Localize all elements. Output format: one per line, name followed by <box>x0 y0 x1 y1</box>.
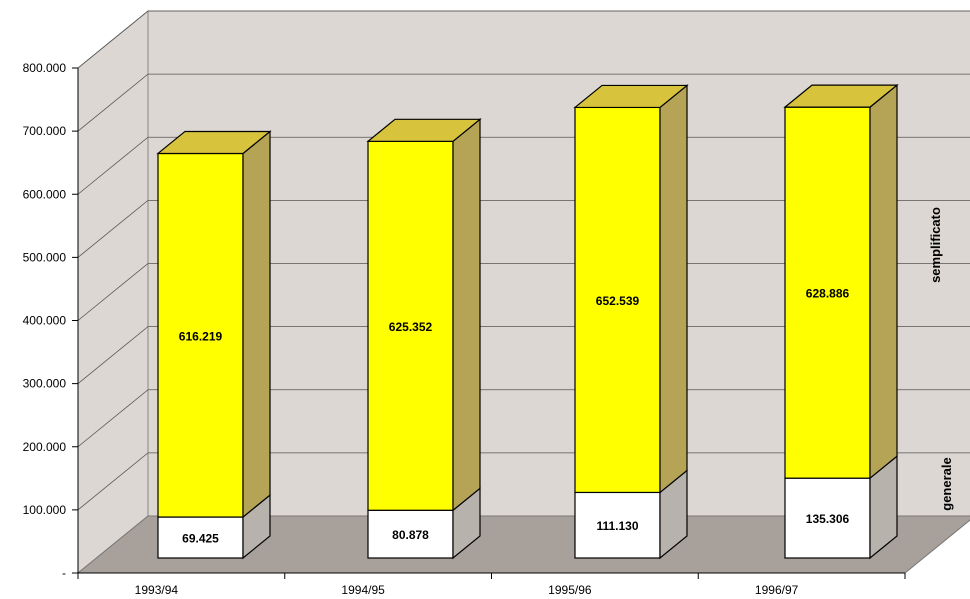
data-label-semplificato: 652.539 <box>596 294 640 308</box>
bar-side-semplificato <box>659 84 688 494</box>
gridline <box>77 136 970 195</box>
bar-1994/95: 80.878 625.352 <box>366 118 482 560</box>
series-label-semplificato: semplificato <box>928 207 943 283</box>
data-label-generale: 80.878 <box>392 528 429 542</box>
y-tick-label: 100.000 <box>23 503 67 517</box>
gridlines <box>77 10 970 511</box>
x-tick-label: 1995/96 <box>548 583 592 597</box>
bar-1993/94: 69.425 616.219 <box>156 130 272 560</box>
y-tick-label: - <box>62 566 66 580</box>
gridline <box>77 10 970 69</box>
bar-top <box>573 84 689 109</box>
bar-segment-generale <box>367 509 454 559</box>
data-label-generale: 135.306 <box>806 512 850 526</box>
bar-top <box>366 118 482 142</box>
bar-top <box>783 84 899 108</box>
bar-segment-semplificato <box>574 106 661 494</box>
y-tick-label: 200.000 <box>23 440 67 454</box>
y-tick-label: 700.000 <box>23 124 67 138</box>
y-tick-label: 300.000 <box>23 377 67 391</box>
data-label-semplificato: 625.352 <box>389 320 433 334</box>
bar-side-semplificato <box>242 130 271 519</box>
x-tick-label: 1994/95 <box>341 583 385 597</box>
data-label-generale: 111.130 <box>596 519 638 533</box>
y-axis-ticks: - 100.000 200.000 300.000 400.000 500.000 600.… <box>23 61 79 580</box>
gridline <box>77 389 970 448</box>
bars: 69.425 616.219 80.878 625.352 111.130 652.539… <box>156 83 899 560</box>
bar-1996/97: 135.306 628.886 <box>783 83 899 560</box>
series-side-labels: generale semplificato <box>928 207 954 511</box>
x-tick-label: 1993/94 <box>135 583 179 597</box>
bar-segment-generale <box>574 491 661 559</box>
bar-side-semplificato <box>452 118 481 512</box>
x-axis: 1993/94 1994/95 1995/96 1996/97 <box>77 572 906 597</box>
gridline <box>77 452 970 511</box>
gridline <box>77 326 970 384</box>
series-label-generale: generale <box>939 457 954 510</box>
bar-segment-generale <box>157 516 244 559</box>
data-label-semplificato: 628.886 <box>806 287 850 301</box>
bar-segment-semplificato <box>157 152 244 518</box>
bar-side-semplificato <box>869 83 898 480</box>
bar-top <box>156 130 272 155</box>
bar-1995/96: 111.130 652.539 <box>573 84 689 560</box>
bar-segment-generale <box>784 477 871 559</box>
data-label-generale: 69.425 <box>182 532 219 546</box>
bar-segment-semplificato <box>367 140 454 511</box>
y-tick-label: 400.000 <box>23 314 67 328</box>
gridline <box>77 73 970 132</box>
bar-segment-semplificato <box>784 106 871 479</box>
y-tick-label: 500.000 <box>23 250 67 264</box>
y-tick-label: 600.000 <box>23 187 67 201</box>
data-label-semplificato: 616.219 <box>179 329 223 343</box>
gridline <box>77 263 970 321</box>
y-tick-label: 800.000 <box>23 61 67 75</box>
gridline <box>77 199 970 258</box>
x-tick-label: 1996/97 <box>755 583 799 597</box>
